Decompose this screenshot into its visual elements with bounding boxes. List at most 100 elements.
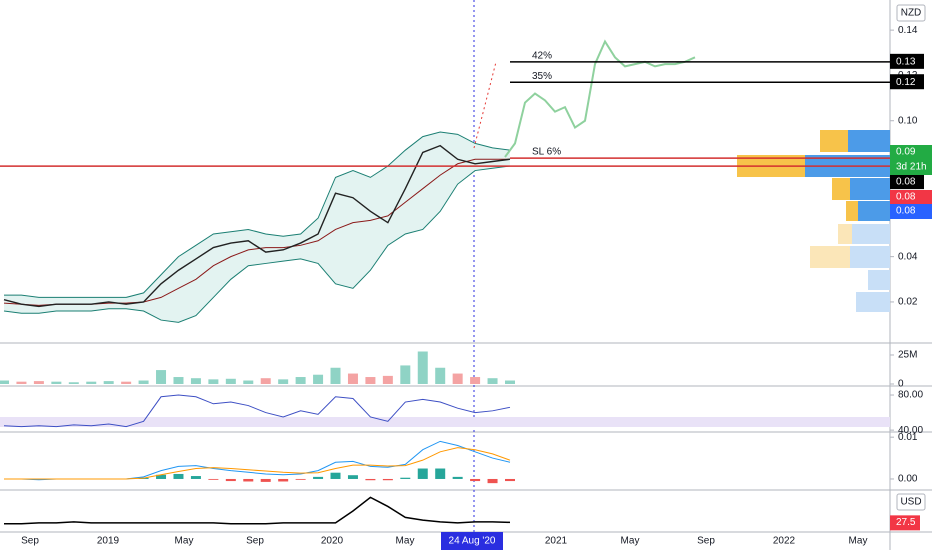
volume-bar — [347, 373, 358, 384]
level-label: SL 6% — [532, 147, 561, 158]
x-tick-label: 2022 — [773, 536, 796, 547]
projection-line — [504, 39, 696, 158]
side-tag — [890, 204, 932, 219]
volume-bar — [121, 381, 132, 384]
x-tick-label: 2021 — [545, 536, 568, 547]
macd-histogram-bar — [208, 478, 219, 480]
x-tick-label: Sep — [697, 536, 715, 547]
volume-bar — [16, 381, 27, 384]
volume-bar — [330, 367, 341, 384]
volume-bar — [260, 378, 271, 384]
usd-line — [4, 496, 511, 525]
macd-histogram-bar — [330, 472, 341, 479]
volume-bar — [505, 380, 515, 384]
volume-bar — [51, 381, 62, 384]
x-tick-label: 2019 — [97, 536, 120, 547]
macd-histogram-bar — [470, 478, 481, 482]
macd-histogram-bar — [452, 476, 463, 479]
volume-bar — [243, 380, 254, 384]
macd-histogram-bar — [173, 473, 184, 479]
cursor-date: 24 Aug '20 — [449, 536, 496, 547]
x-tick-label: May — [396, 536, 415, 547]
rsi-band — [0, 417, 890, 427]
x-tick-label: Sep — [246, 536, 264, 547]
side-tag-text: 0.08 — [896, 192, 916, 203]
side-tag — [890, 145, 932, 160]
usd-box — [896, 493, 926, 511]
side-tag-text: 0.08 — [896, 206, 916, 217]
y-tick-label: 0 — [898, 379, 904, 390]
volume-bar — [313, 374, 324, 384]
usd-last-text: 27.5 — [896, 517, 916, 528]
y-tick-label: 40.00 — [898, 425, 923, 436]
macd-histogram-bar — [260, 478, 271, 482]
price-tag-text: 0.13 — [896, 56, 916, 67]
y-tick-label: 80.00 — [898, 390, 923, 401]
volume-bar — [382, 375, 393, 384]
price-tag-text: 0.12 — [896, 77, 916, 88]
macd-histogram-bar — [487, 478, 498, 484]
volume-bar — [435, 367, 446, 384]
macd-histogram-bar — [347, 475, 358, 479]
volume-bar — [417, 351, 428, 384]
volume-bar — [190, 378, 201, 384]
bollinger-upper — [4, 131, 511, 298]
x-tick-label: 2020 — [321, 536, 344, 547]
y-tick-label: 0.01 — [898, 432, 918, 443]
price-tag — [890, 53, 924, 69]
macd-histogram-bar — [156, 474, 167, 479]
volume-bar — [173, 377, 184, 384]
bollinger-lower — [3, 165, 511, 323]
volume-bar — [103, 381, 114, 384]
macd-histogram-bar — [417, 468, 428, 479]
macd-histogram-bar — [278, 478, 289, 482]
x-tick-label: May — [849, 536, 868, 547]
x-tick-label: May — [621, 536, 640, 547]
price-line — [3, 144, 511, 308]
volume-bar — [278, 379, 289, 384]
macd-histogram-bar — [190, 476, 201, 479]
macd-histogram-bar — [400, 477, 411, 479]
cursor-date-box — [441, 532, 503, 550]
y-tick-label: 0.10 — [898, 115, 918, 126]
bollinger-fill — [4, 132, 510, 323]
price-tag — [890, 174, 924, 190]
macd-histogram-bar — [365, 478, 376, 481]
x-tick-label: Sep — [21, 536, 39, 547]
signal-line — [4, 447, 511, 480]
macd-histogram-bar — [435, 468, 446, 479]
volume-bar — [452, 373, 463, 384]
price-tag-text: 0.08 — [896, 177, 916, 188]
currency-box — [896, 4, 926, 22]
rsi-line — [3, 394, 511, 428]
macd-histogram-bar — [243, 478, 254, 482]
volume-bar — [0, 380, 9, 384]
level-label: 42% — [532, 50, 552, 61]
volume-bar — [295, 377, 306, 384]
price-tag — [890, 74, 924, 90]
y-tick-label: 0.00 — [898, 474, 918, 485]
side-tag-text: 3d 21h — [896, 162, 927, 173]
volume-bar — [86, 381, 97, 384]
volume-bar — [225, 378, 236, 384]
y-tick-label: 0.02 — [898, 297, 918, 308]
volume-bar — [365, 377, 376, 384]
volume-bar — [208, 379, 219, 384]
volume-bar — [138, 380, 149, 384]
level-label: 35% — [532, 71, 552, 82]
macd-histogram-bar — [295, 478, 306, 480]
macd-histogram-bar — [382, 478, 393, 481]
macd-histogram-bar — [225, 478, 236, 482]
volume-bar — [156, 370, 167, 384]
side-tag-text: 0.09 — [896, 147, 916, 158]
volume-bar — [68, 382, 79, 384]
volume-bar — [487, 378, 498, 384]
side-tag — [890, 160, 932, 175]
currency-label: NZD — [901, 8, 922, 19]
usd-currency-label: USD — [900, 497, 921, 508]
x-tick-label: May — [175, 536, 194, 547]
y-tick-label: 0.04 — [898, 251, 918, 262]
usd-last-tag — [890, 515, 920, 531]
